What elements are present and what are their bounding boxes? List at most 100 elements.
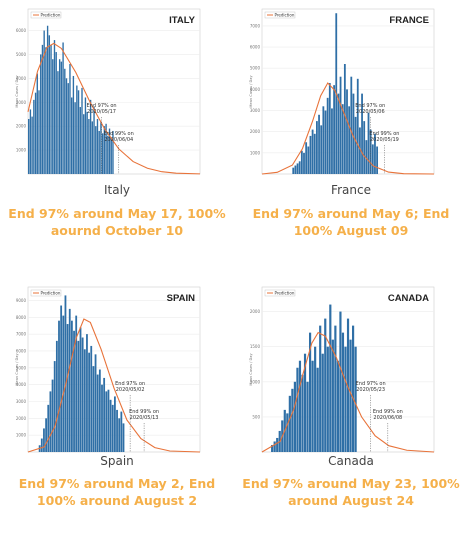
chart-title: CANADA [388, 293, 429, 304]
data-bar [273, 441, 276, 452]
data-bar [116, 409, 118, 452]
end-annotation: End 97% on [115, 381, 145, 387]
data-bar [88, 352, 90, 452]
data-bar [58, 59, 61, 174]
prediction-line [261, 82, 435, 175]
y-tick-label: 5000 [16, 365, 27, 370]
data-bar [324, 318, 327, 452]
data-bar [101, 384, 103, 452]
data-bar [77, 90, 80, 174]
data-bar [107, 389, 110, 452]
data-bar [346, 318, 350, 452]
data-bar [81, 87, 83, 174]
data-bar [105, 391, 108, 452]
data-bar [75, 315, 78, 452]
data-bar [45, 47, 47, 175]
data-bar [53, 40, 56, 174]
end-annotation: End 99% on [373, 409, 403, 415]
y-tick-label: 2000 [16, 416, 27, 421]
data-bar [356, 78, 359, 174]
y-tick-label: 7000 [16, 332, 27, 337]
data-bar [271, 444, 274, 452]
y-tick-label: 3000 [250, 108, 261, 113]
data-bar [79, 107, 81, 174]
data-bar [83, 114, 85, 174]
data-bar [96, 374, 99, 452]
data-bar [73, 330, 75, 452]
data-bar [55, 340, 58, 452]
y-tick-label: 3000 [16, 100, 27, 105]
data-bar [298, 360, 302, 452]
y-tick-label: 9000 [16, 298, 27, 303]
data-bar [98, 130, 100, 174]
chart-caption: Spain [100, 454, 134, 468]
data-bar [350, 76, 353, 174]
data-bar [276, 437, 279, 452]
data-bar [58, 320, 60, 452]
data-bar [292, 167, 295, 174]
data-bar [40, 54, 42, 174]
chart-cell-spain: 1000 2000 3000 4000 5000 6000 7000 8000 9000 Mean… [0, 278, 234, 536]
data-bar [53, 361, 56, 452]
data-bar [43, 30, 45, 174]
end-annotation: 2020/05/06 [356, 109, 385, 115]
data-bar [122, 423, 125, 452]
data-bar [303, 353, 307, 452]
data-bar [62, 315, 65, 452]
data-bar [348, 106, 351, 174]
data-bar [103, 126, 106, 174]
data-bar [72, 75, 75, 174]
data-bar [301, 374, 304, 452]
data-bar [333, 85, 336, 174]
data-bar [48, 35, 51, 174]
data-bar [84, 97, 87, 174]
data-bar [336, 360, 339, 452]
data-bar [313, 133, 316, 174]
data-bar [334, 325, 337, 452]
data-bar [354, 116, 357, 174]
y-tick-label: 4000 [250, 87, 261, 92]
data-bar [344, 346, 347, 452]
data-bar [74, 102, 76, 174]
data-bar [101, 133, 104, 174]
end-annotation: End 97% on [356, 381, 386, 387]
data-bar [341, 332, 345, 452]
end-annotation: End 99% on [104, 131, 134, 137]
data-bar [320, 125, 323, 174]
data-bar [322, 106, 325, 174]
data-bar [367, 112, 370, 174]
data-bar [293, 381, 296, 452]
summary-text: End 97% around May 23, 100% around Augus… [242, 476, 460, 508]
chart-france: 1000 2000 3000 4000 5000 6000 7000 Mean Cases /… [249, 8, 435, 175]
data-bar [45, 418, 47, 452]
data-bar [40, 438, 43, 452]
data-bar [296, 163, 299, 174]
data-bar [76, 85, 78, 174]
data-bar [309, 135, 312, 174]
chart-caption: Canada [328, 454, 374, 468]
data-bar [328, 83, 331, 174]
data-bar [300, 150, 303, 174]
data-bar [109, 399, 112, 452]
data-bar [349, 339, 352, 452]
data-bar [60, 305, 63, 452]
data-bar [365, 140, 368, 174]
data-bar [343, 64, 346, 174]
legend-label: Prediction [275, 291, 295, 296]
y-tick-label: 3000 [16, 399, 27, 404]
data-bar [339, 76, 342, 174]
y-tick-label: 6000 [250, 45, 261, 50]
y-tick-label: 1500 [250, 344, 261, 349]
plot-area [261, 8, 435, 175]
data-bar [112, 130, 114, 174]
y-tick-label: 2000 [250, 309, 261, 314]
data-bar [107, 135, 109, 174]
y-tick-label: 6000 [16, 348, 27, 353]
y-tick-label: 1000 [250, 150, 261, 155]
data-bar [93, 107, 95, 174]
y-tick-label: 4000 [16, 382, 27, 387]
data-bar [86, 111, 88, 174]
chart-spain: 1000 2000 3000 4000 5000 6000 7000 8000 9000 Mean… [15, 286, 201, 453]
legend-box [30, 289, 62, 297]
data-bar [351, 325, 355, 452]
